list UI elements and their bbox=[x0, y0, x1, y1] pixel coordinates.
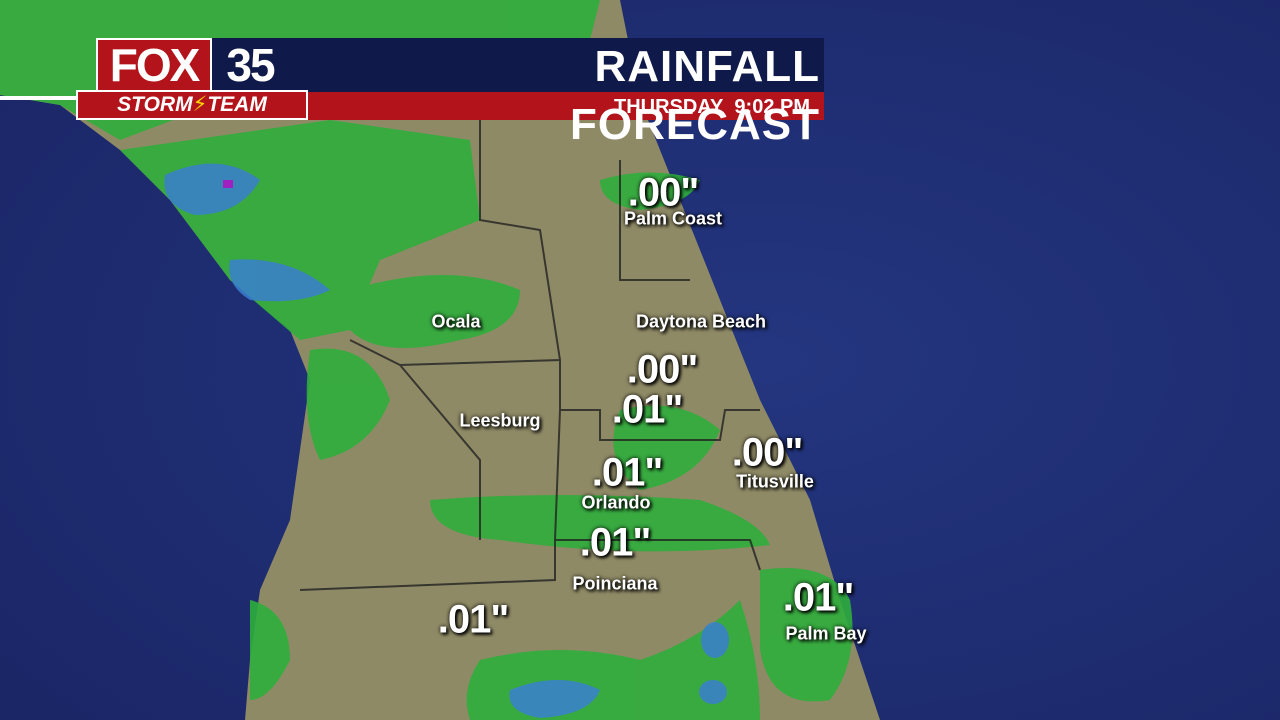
rain-amount: .00" bbox=[731, 430, 804, 475]
rain-amount: .01" bbox=[782, 575, 855, 620]
heavier-rain bbox=[164, 163, 729, 718]
city-label: Leesburg bbox=[459, 410, 541, 431]
rain-amount: .01" bbox=[437, 597, 510, 642]
city-label: Ocala bbox=[431, 311, 481, 332]
bolt: ⚡ bbox=[192, 93, 208, 116]
city-label: Titusville bbox=[736, 471, 814, 492]
rain-amount: .00" bbox=[627, 170, 700, 215]
rain-amount: .00" bbox=[626, 347, 699, 392]
county-lines bbox=[299, 120, 761, 591]
city-label: Poinciana bbox=[572, 573, 658, 594]
logo-team-word: STORM bbox=[117, 93, 193, 116]
rain-amount: .01" bbox=[579, 520, 652, 565]
logo-team-word: TEAM bbox=[207, 93, 267, 116]
city-label: Palm Coast bbox=[623, 208, 723, 229]
header-rule bbox=[0, 96, 80, 100]
title-bar bbox=[212, 38, 824, 92]
day: THURSDAY bbox=[614, 96, 724, 118]
time: 9:02 PM bbox=[734, 96, 810, 118]
rain-amount: .01" bbox=[591, 450, 664, 495]
title: RAINFALL FORECAST bbox=[570, 42, 820, 149]
city-label: Orlando bbox=[581, 492, 651, 513]
logo-brand: FOX bbox=[96, 38, 212, 92]
logo-team: STORM⚡TEAM bbox=[76, 90, 308, 120]
heaviest-rain bbox=[223, 180, 233, 188]
city-label: Palm Bay bbox=[785, 623, 867, 644]
city-label: Daytona Beach bbox=[635, 311, 767, 332]
rain-amount: .01" bbox=[611, 387, 684, 432]
time-bar bbox=[308, 92, 824, 120]
timestamp: THURSDAY 9:02 PM bbox=[500, 92, 810, 120]
logo-number: 35 bbox=[226, 39, 275, 91]
